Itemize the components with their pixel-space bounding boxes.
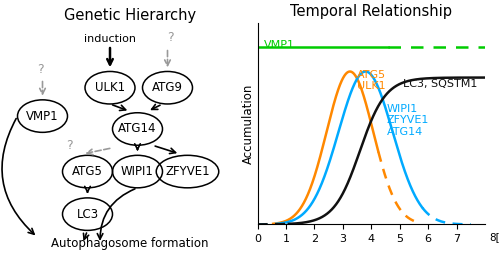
Text: ATG5: ATG5 (72, 165, 103, 178)
Y-axis label: Accumulation: Accumulation (242, 84, 254, 164)
Title: Temporal Relationship: Temporal Relationship (290, 4, 452, 19)
Text: ATG14: ATG14 (118, 123, 157, 135)
Text: ATG9: ATG9 (152, 81, 183, 94)
Text: WIPI1: WIPI1 (121, 165, 154, 178)
Text: VMP1: VMP1 (26, 110, 59, 123)
Text: LC3: LC3 (76, 208, 98, 221)
Text: WIPI1
ZFYVE1
ATG14: WIPI1 ZFYVE1 ATG14 (387, 104, 430, 137)
Text: VMP1: VMP1 (264, 40, 296, 50)
Text: induction: induction (84, 34, 136, 44)
Text: ?: ? (66, 139, 72, 152)
Text: Autophagosome formation: Autophagosome formation (52, 237, 209, 250)
Text: ?: ? (36, 63, 44, 76)
Text: ATG5
ULK1: ATG5 ULK1 (356, 69, 386, 91)
Text: ULK1: ULK1 (95, 81, 125, 94)
Text: Genetic Hierarchy: Genetic Hierarchy (64, 8, 196, 23)
Text: ?: ? (166, 31, 173, 44)
Text: LC3, SQSTM1: LC3, SQSTM1 (402, 79, 477, 88)
Text: 8[min]: 8[min] (490, 232, 500, 243)
Text: ZFYVE1: ZFYVE1 (165, 165, 210, 178)
